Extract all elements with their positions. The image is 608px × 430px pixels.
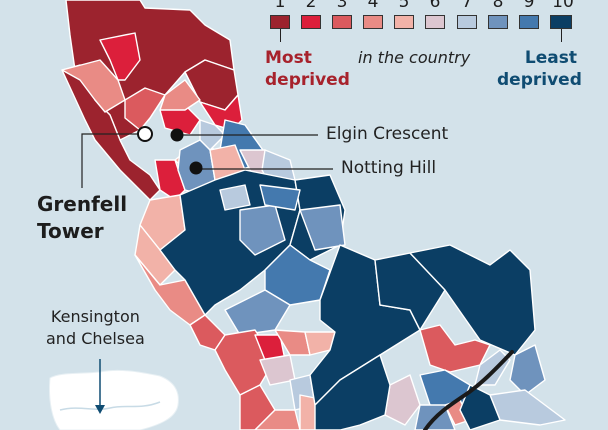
legend-swatch-4 xyxy=(363,15,383,29)
legend-number: 8 xyxy=(492,0,504,12)
legend-number: 9 xyxy=(523,0,535,12)
legend-swatch-2 xyxy=(301,15,321,29)
legend-swatch-3 xyxy=(332,15,352,29)
borough-line2: and Chelsea xyxy=(46,329,145,348)
most-label-line2: deprived xyxy=(265,70,350,90)
most-label-line1: Most xyxy=(265,48,312,68)
region-decile-3 xyxy=(419,324,491,373)
legend-number: 5 xyxy=(398,0,410,12)
region-decile-8 xyxy=(224,289,291,336)
legend-swatch-7 xyxy=(457,15,477,29)
legend-swatch-6 xyxy=(425,15,445,29)
borough-line1: Kensington xyxy=(50,307,140,326)
notting-hill-label: Notting Hill xyxy=(341,158,437,178)
elgin-marker xyxy=(170,128,184,142)
grenfell-tower-label: Grenfell Tower xyxy=(37,191,127,245)
notting-marker xyxy=(189,161,203,175)
region-decile-10 xyxy=(314,354,391,430)
legend-number: 10 xyxy=(552,0,574,12)
legend-swatch-9 xyxy=(519,15,539,29)
least-label-line1: Least xyxy=(524,48,577,68)
legend-number: 1 xyxy=(274,0,286,12)
region-decile-7 xyxy=(474,349,511,386)
grenfell-line2: Tower xyxy=(37,219,104,243)
region-decile-2 xyxy=(99,32,141,81)
region-decile-4 xyxy=(254,409,301,430)
legend-tick-least xyxy=(561,29,562,42)
legend-number: 2 xyxy=(305,0,317,12)
region-decile-4 xyxy=(61,59,126,113)
region-decile-7 xyxy=(219,184,251,211)
elgin-crescent-label: Elgin Crescent xyxy=(326,124,449,144)
most-deprived-label: Most deprived xyxy=(265,47,350,91)
london-inset-map xyxy=(49,359,179,430)
kensington-chelsea-label: Kensington and Chelsea xyxy=(46,306,145,350)
region-decile-10 xyxy=(409,244,536,356)
river-thames-line xyxy=(423,350,514,430)
region-decile-9 xyxy=(259,184,301,211)
legend-swatch-10 xyxy=(550,15,572,29)
region-decile-8 xyxy=(299,204,346,251)
region-decile-8 xyxy=(509,344,546,396)
legend-swatch-5 xyxy=(394,15,414,29)
legend-swatch-1 xyxy=(270,15,290,29)
region-decile-4 xyxy=(159,79,201,111)
in-the-country-label: in the country xyxy=(358,48,471,67)
grenfell-marker xyxy=(137,126,153,142)
grenfell-line1: Grenfell xyxy=(37,192,128,216)
legend-number: 4 xyxy=(367,0,379,12)
legend-tick-most xyxy=(280,29,281,42)
region-decile-5 xyxy=(134,224,176,286)
region-decile-10 xyxy=(459,384,501,430)
legend-number: 7 xyxy=(461,0,473,12)
legend-number: 3 xyxy=(336,0,348,12)
legend-number: 6 xyxy=(429,0,441,12)
legend-swatch-8 xyxy=(488,15,508,29)
grenfell-leader-line xyxy=(81,133,145,188)
region-decile-3 xyxy=(124,87,166,131)
least-label-line2: deprived xyxy=(497,70,582,90)
least-deprived-label: Least deprived xyxy=(497,47,582,91)
